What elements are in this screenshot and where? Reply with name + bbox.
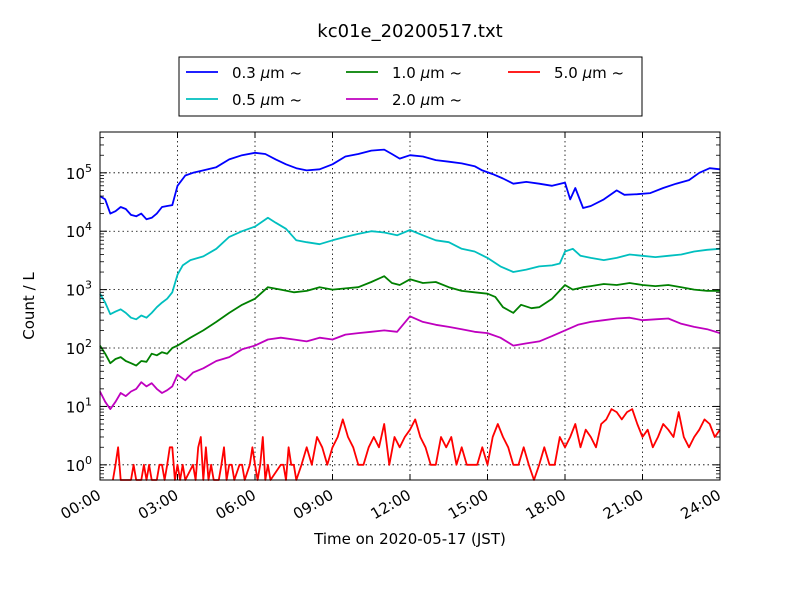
y-tick-label: 103 bbox=[66, 279, 92, 300]
axis-ticks bbox=[99, 132, 721, 480]
y-tick-label: 104 bbox=[66, 220, 92, 241]
y-tick-label: 105 bbox=[66, 162, 92, 183]
legend: 0.3 μm ~ 0.5 μm ~ 1.0 μm ~ 2.0 μm ~ 5.0 μm ~ bbox=[178, 56, 643, 117]
legend-label-3: 2.0 μm ~ bbox=[392, 91, 462, 109]
x-axis-title: Time on 2020-05-17 (JST) bbox=[313, 530, 506, 548]
y-axis-title: Count / L bbox=[20, 272, 38, 340]
legend-label-0: 0.3 μm ~ bbox=[232, 64, 302, 82]
y-tick-label: 101 bbox=[66, 395, 92, 416]
series-line-1 bbox=[99, 216, 721, 321]
legend-label-4: 5.0 μm ~ bbox=[554, 64, 624, 82]
legend-box bbox=[178, 56, 643, 117]
y-tick-label: 100 bbox=[66, 454, 92, 475]
series-line-3 bbox=[99, 315, 721, 411]
series-line-0 bbox=[99, 148, 721, 221]
chart-title: kc01e_20200517.txt bbox=[317, 21, 502, 42]
series-line-2 bbox=[99, 275, 720, 367]
y-tick-labels: 100 101 102 103 104 105 bbox=[66, 162, 92, 475]
data-series bbox=[99, 148, 721, 481]
series-line-4 bbox=[112, 408, 721, 481]
legend-label-2: 1.0 μm ~ bbox=[392, 64, 462, 82]
legend-label-1: 0.5 μm ~ bbox=[232, 91, 302, 109]
y-tick-label: 102 bbox=[66, 337, 92, 358]
